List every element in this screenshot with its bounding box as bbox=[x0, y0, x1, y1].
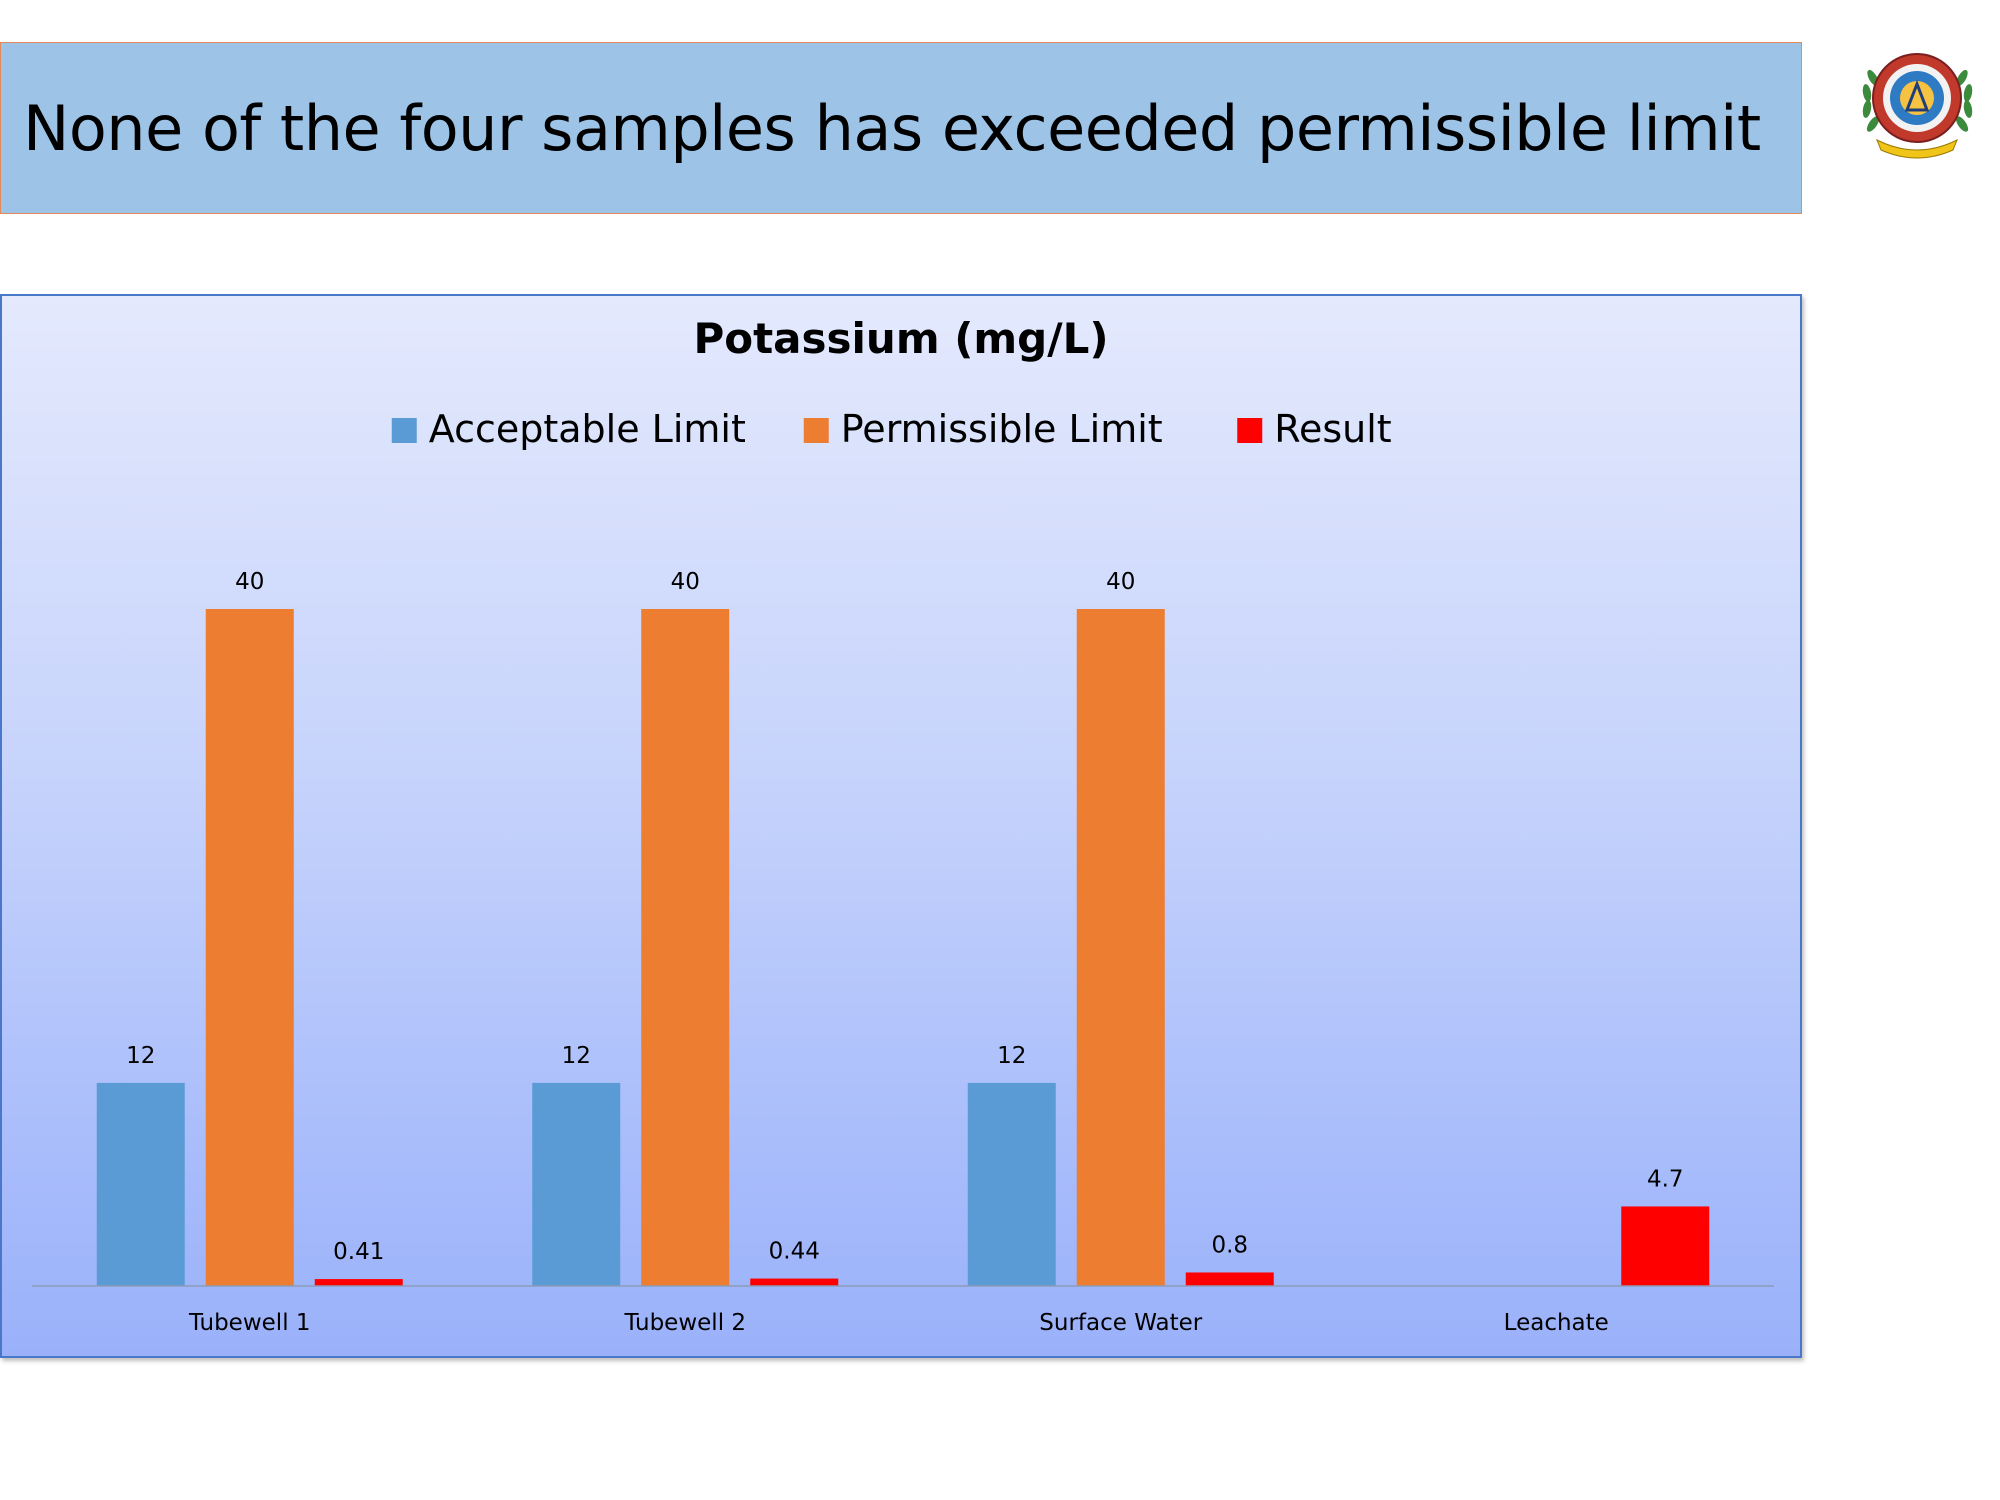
bar-result-tubewell-1 bbox=[314, 1279, 403, 1286]
data-label-acceptable-limit-tubewell-2: 12 bbox=[562, 1043, 591, 1069]
data-label-permissible-limit-surface-water: 40 bbox=[1106, 569, 1135, 595]
data-label-permissible-limit-tubewell-1: 40 bbox=[235, 569, 264, 595]
legend-label-acceptable-limit: Acceptable Limit bbox=[429, 407, 746, 451]
chart-title: Potassium (mg/L) bbox=[693, 314, 1108, 363]
data-label-acceptable-limit-surface-water: 12 bbox=[997, 1043, 1026, 1069]
bar-acceptable-limit-tubewell-2 bbox=[532, 1082, 621, 1286]
category-label-tubewell-1: Tubewell 1 bbox=[188, 1310, 311, 1336]
bar-acceptable-limit-tubewell-1 bbox=[96, 1082, 185, 1286]
category-labels: Tubewell 1 Tubewell 2 Surface Water Leachat… bbox=[188, 1310, 1609, 1336]
data-label-result-tubewell-2: 0.44 bbox=[769, 1239, 820, 1265]
category-label-leachate: Leachate bbox=[1504, 1310, 1609, 1336]
bar-result-surface-water bbox=[1185, 1272, 1274, 1286]
institute-emblem-icon bbox=[1855, 38, 1980, 163]
legend-label-result: Result bbox=[1274, 407, 1391, 451]
bars-group: 12 40 0.41 12 40 0.44 12 40 0.8 4.7 bbox=[96, 569, 1710, 1286]
potassium-chart: Potassium (mg/L) Acceptable Limit Permiss… bbox=[32, 314, 1774, 1336]
legend: Acceptable Limit Permissible Limit Result bbox=[391, 407, 1392, 451]
data-label-result-tubewell-1: 0.41 bbox=[333, 1239, 384, 1265]
bar-result-tubewell-2 bbox=[750, 1278, 839, 1286]
data-label-result-surface-water: 0.8 bbox=[1211, 1232, 1248, 1258]
data-label-permissible-limit-tubewell-2: 40 bbox=[671, 569, 700, 595]
bar-permissible-limit-surface-water bbox=[1076, 609, 1165, 1286]
slide-title: None of the four samples has exceeded pe… bbox=[23, 91, 1761, 165]
legend-label-permissible-limit: Permissible Limit bbox=[841, 407, 1163, 451]
title-banner: None of the four samples has exceeded pe… bbox=[0, 42, 1802, 214]
legend-swatch-acceptable-limit bbox=[391, 418, 417, 443]
bar-permissible-limit-tubewell-2 bbox=[641, 609, 730, 1286]
bar-result-leachate bbox=[1621, 1206, 1710, 1286]
category-label-tubewell-2: Tubewell 2 bbox=[623, 1310, 746, 1336]
bar-permissible-limit-tubewell-1 bbox=[205, 609, 294, 1286]
legend-swatch-result bbox=[1237, 418, 1263, 443]
data-label-acceptable-limit-tubewell-1: 12 bbox=[126, 1043, 155, 1069]
chart-frame: Potassium (mg/L) Acceptable Limit Permiss… bbox=[0, 294, 1802, 1358]
data-label-result-leachate: 4.7 bbox=[1647, 1166, 1684, 1192]
legend-swatch-permissible-limit bbox=[803, 418, 829, 443]
bar-acceptable-limit-surface-water bbox=[967, 1082, 1056, 1286]
category-label-surface-water: Surface Water bbox=[1039, 1310, 1202, 1336]
